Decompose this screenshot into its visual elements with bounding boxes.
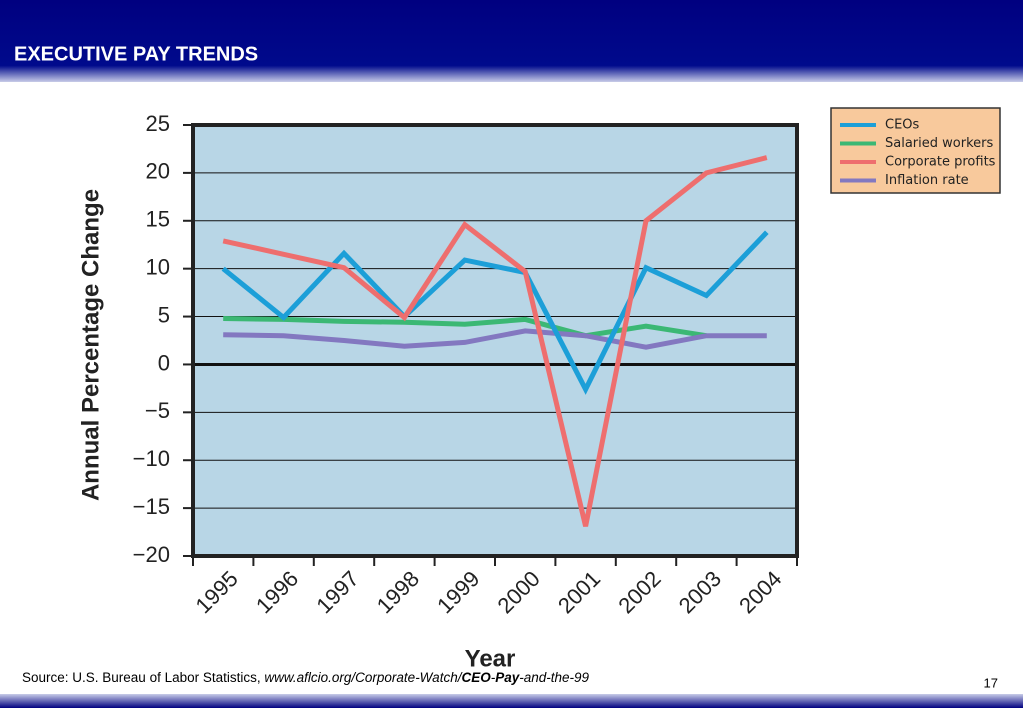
legend: CEOs Salaried workers Corporate profits Inf… <box>830 107 1001 194</box>
legend-label: Salaried workers <box>885 136 993 151</box>
plot-area <box>193 125 797 556</box>
page-number: 17 <box>984 675 998 690</box>
x-tick-label: 1995 <box>191 566 243 618</box>
source-link: CEO <box>461 670 491 685</box>
y-tick-label: 5 <box>158 302 170 327</box>
y-tick-label: 15 <box>146 207 170 232</box>
legend-label: CEOs <box>885 118 920 133</box>
series-line <box>222 155 768 527</box>
y-tick-label: 20 <box>146 159 170 184</box>
source-link: Pay <box>495 670 521 685</box>
y-axis-label: Annual Percentage Change <box>77 189 104 501</box>
x-tick-label: 2001 <box>553 566 605 618</box>
y-tick-label: 0 <box>158 350 170 375</box>
x-tick-label: 2000 <box>493 566 545 618</box>
source-text: Source: U.S. Bureau of Labor Statistics, <box>22 670 264 685</box>
source: Source: U.S. Bureau of Labor Statistics,… <box>22 670 590 685</box>
x-tick-label: 1999 <box>432 566 484 618</box>
legend-label: Corporate profits <box>885 155 996 170</box>
legend-label: Inflation rate <box>885 173 969 188</box>
series-line <box>221 230 769 395</box>
y-tick-label: 10 <box>146 254 170 279</box>
x-tick-label: 2004 <box>734 566 786 618</box>
header-band <box>0 0 1023 82</box>
chart: −20 −15 −10 −5 0 5 10 15 20 25 1995 1996 1997 1998 199… <box>77 107 1001 672</box>
footer-band <box>0 694 1023 708</box>
source-link: - <box>491 670 496 685</box>
x-tick-label: 1998 <box>372 566 424 618</box>
y-tick-label: −20 <box>133 542 170 567</box>
source-link: -and-the-99 <box>519 670 589 685</box>
y-tick-label: −10 <box>133 446 170 471</box>
x-tick-label: 1996 <box>251 566 303 618</box>
slide-title: EXECUTIVE PAY TRENDS <box>14 43 258 65</box>
series-line <box>223 328 767 350</box>
plot-frame <box>191 123 799 558</box>
x-axis-label: Year <box>465 645 516 672</box>
x-tick-label: 2002 <box>613 566 665 618</box>
x-tick-label: 2003 <box>674 566 726 618</box>
x-tick-label: 1997 <box>311 566 363 618</box>
source-link: www.aflcio.org/Corporate-Watch/ <box>264 670 462 685</box>
y-tick-label: −15 <box>133 494 170 519</box>
y-tick-label: 25 <box>146 111 170 136</box>
y-tick-label: −5 <box>145 398 170 423</box>
